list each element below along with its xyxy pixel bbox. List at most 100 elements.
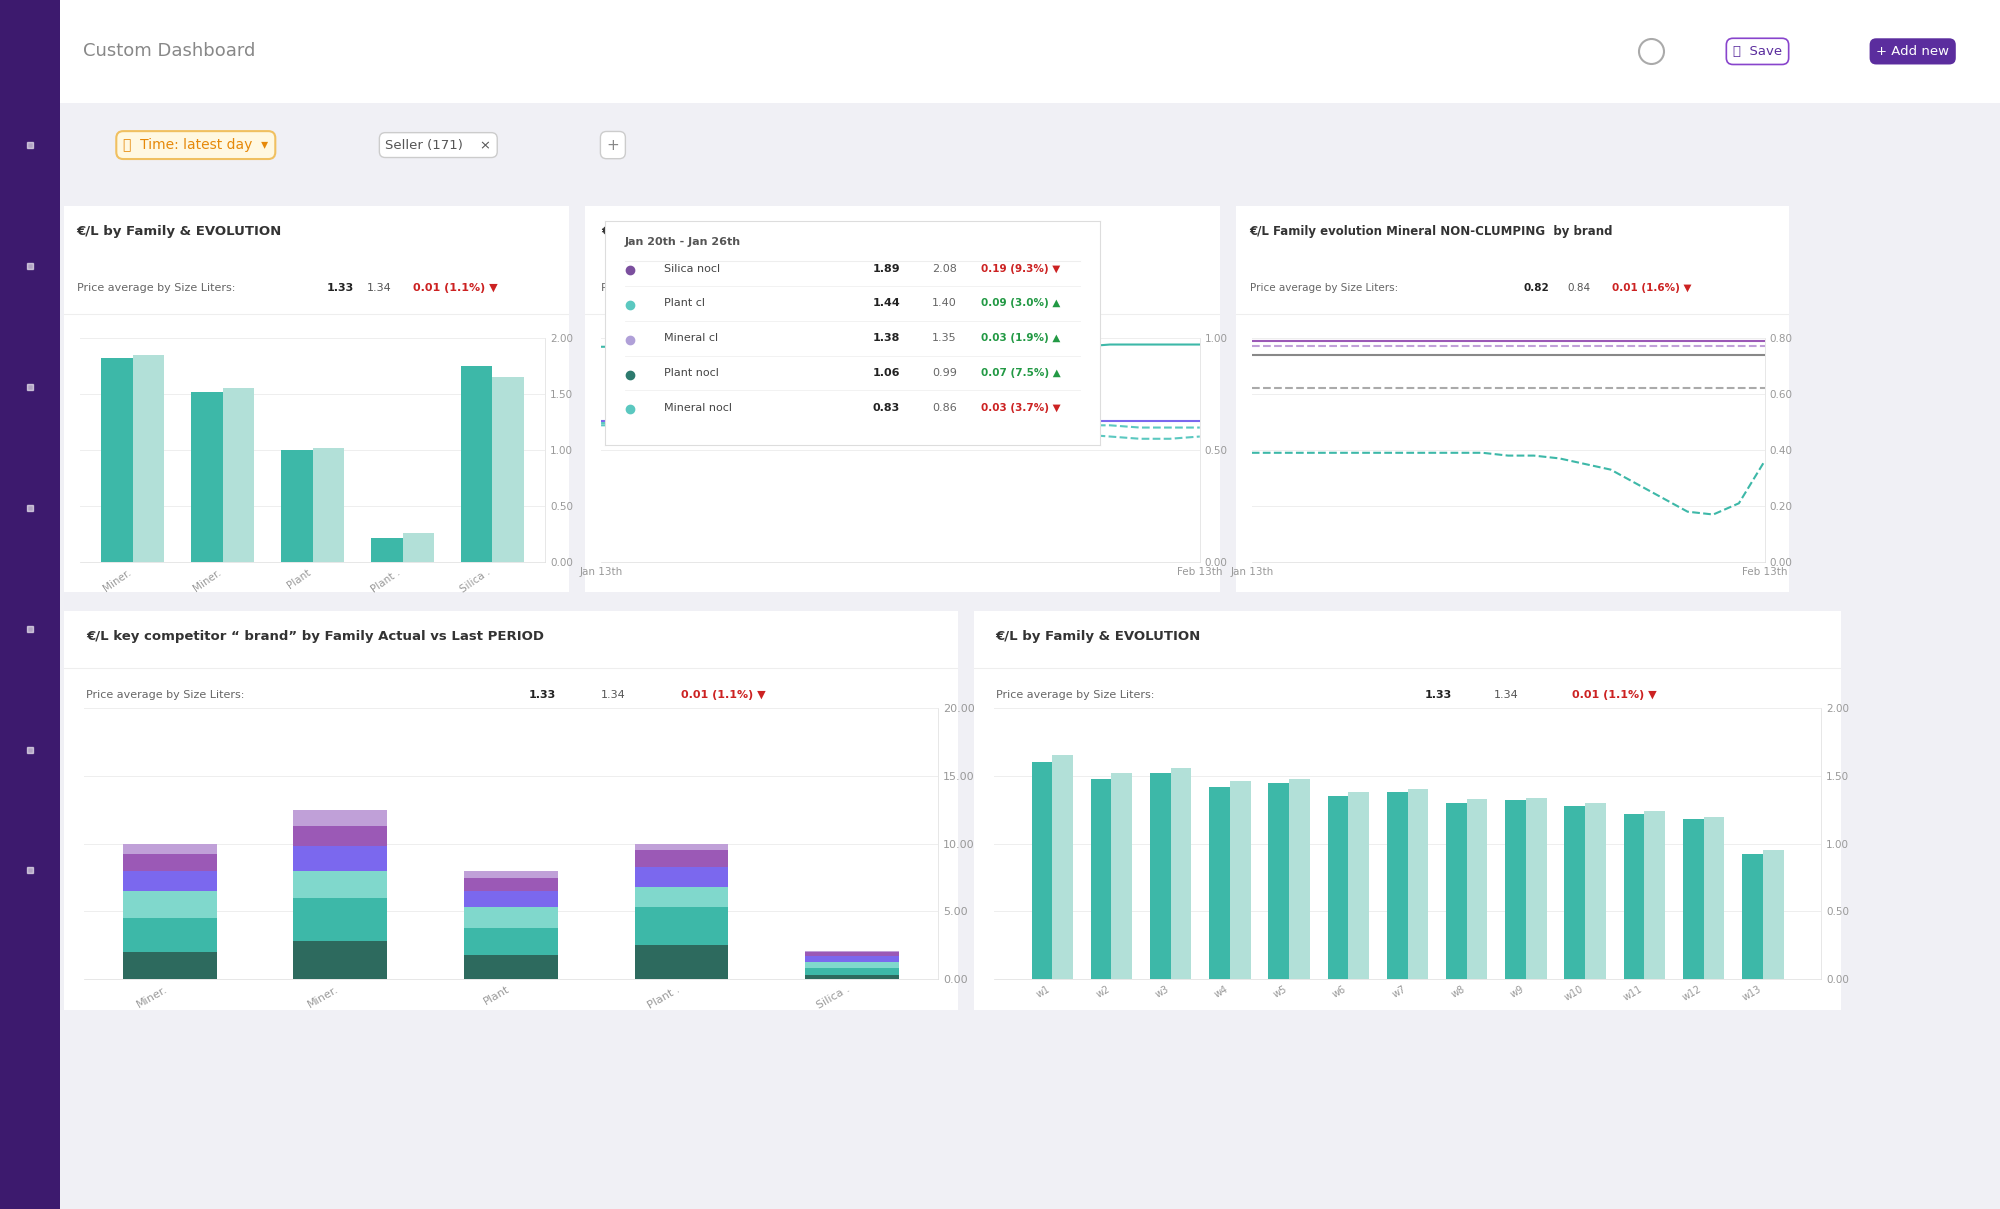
Bar bbox=[1170, 768, 1192, 979]
Text: 0.01 (1.6%) ▼: 0.01 (1.6%) ▼ bbox=[1612, 283, 1692, 293]
Bar bbox=[1762, 850, 1784, 979]
Bar bbox=[634, 887, 728, 908]
Text: Price average by Size Liters:: Price average by Size Liters: bbox=[1250, 283, 1398, 293]
Bar bbox=[1328, 797, 1348, 979]
Bar bbox=[464, 908, 558, 927]
Bar bbox=[294, 810, 388, 826]
Bar bbox=[634, 850, 728, 867]
Bar bbox=[372, 538, 402, 562]
Bar bbox=[1386, 792, 1408, 979]
Bar bbox=[1210, 787, 1230, 979]
Bar bbox=[806, 968, 900, 976]
Text: 0.01 (1.1%) ▼: 0.01 (1.1%) ▼ bbox=[680, 690, 766, 700]
Text: 1.06: 1.06 bbox=[872, 368, 900, 378]
Text: 💾  Save: 💾 Save bbox=[1732, 45, 1782, 58]
Text: 0.03 (3.7%) ▼: 0.03 (3.7%) ▼ bbox=[982, 403, 1060, 412]
Text: Silica nocl: Silica nocl bbox=[664, 264, 720, 273]
Bar bbox=[806, 956, 900, 961]
Text: Mineral nocl: Mineral nocl bbox=[664, 403, 732, 412]
Text: 0.01 (1.1%) ▼: 0.01 (1.1%) ▼ bbox=[1572, 690, 1656, 700]
Text: 1.34: 1.34 bbox=[600, 690, 626, 700]
Bar bbox=[1742, 855, 1762, 979]
Text: 0.82: 0.82 bbox=[1524, 283, 1548, 293]
Bar bbox=[132, 354, 164, 562]
Bar bbox=[192, 392, 222, 562]
Text: Mineral cl: Mineral cl bbox=[664, 334, 718, 343]
Bar bbox=[806, 961, 900, 968]
Text: Custom Dashboard: Custom Dashboard bbox=[84, 42, 256, 60]
Text: 1.40: 1.40 bbox=[932, 299, 956, 308]
Text: 0.09 (3.0%) ▲: 0.09 (3.0%) ▲ bbox=[982, 299, 1060, 308]
Bar bbox=[122, 855, 216, 870]
Bar bbox=[634, 867, 728, 887]
Text: €/L by Family & EVOLUTION: €/L by Family & EVOLUTION bbox=[76, 225, 282, 238]
Text: 1.89: 1.89 bbox=[872, 264, 900, 273]
Bar bbox=[464, 870, 558, 878]
Bar bbox=[634, 908, 728, 945]
Text: 0.86: 0.86 bbox=[932, 403, 956, 412]
Text: Plant cl: Plant cl bbox=[664, 299, 706, 308]
Text: 0.03 (1.9%) ▲: 0.03 (1.9%) ▲ bbox=[982, 334, 1060, 343]
Bar bbox=[122, 953, 216, 979]
Text: 0.84: 0.84 bbox=[1568, 283, 1590, 293]
Text: Price average by Size Liters:: Price average by Size Liters: bbox=[86, 690, 244, 700]
Text: ⏱  Time: latest day  ▾: ⏱ Time: latest day ▾ bbox=[124, 138, 268, 152]
Text: 2.08: 2.08 bbox=[932, 264, 956, 273]
Bar bbox=[1150, 773, 1170, 979]
Text: + Add new: + Add new bbox=[1876, 45, 1950, 58]
Bar bbox=[1704, 816, 1724, 979]
Text: 1.33: 1.33 bbox=[326, 283, 354, 293]
Text: 1.44: 1.44 bbox=[872, 299, 900, 308]
Bar bbox=[1408, 789, 1428, 979]
Bar bbox=[312, 447, 344, 562]
Bar bbox=[460, 366, 492, 562]
Bar bbox=[122, 870, 216, 891]
Bar bbox=[1526, 798, 1546, 979]
Bar bbox=[102, 358, 132, 562]
Text: 0.07 (7.5%) ▲: 0.07 (7.5%) ▲ bbox=[982, 368, 1062, 378]
Text: Price average by Size Liters:: Price average by Size Liters: bbox=[76, 283, 236, 293]
Text: 0.01 (1.1%) ▼: 0.01 (1.1%) ▼ bbox=[412, 283, 498, 293]
Text: Jan 20th - Jan 26th: Jan 20th - Jan 26th bbox=[624, 237, 742, 247]
Bar bbox=[222, 388, 254, 562]
Bar bbox=[1682, 820, 1704, 979]
Bar bbox=[464, 955, 558, 979]
Bar bbox=[122, 844, 216, 855]
Bar bbox=[1624, 814, 1644, 979]
Bar bbox=[634, 945, 728, 979]
Text: +: + bbox=[606, 138, 620, 152]
Bar bbox=[402, 533, 434, 562]
Text: 1.34: 1.34 bbox=[368, 283, 392, 293]
Bar bbox=[1230, 781, 1250, 979]
Bar bbox=[294, 870, 388, 898]
Bar bbox=[294, 826, 388, 846]
Bar bbox=[1644, 811, 1666, 979]
Bar bbox=[464, 878, 558, 891]
Bar bbox=[634, 844, 728, 850]
Text: 1.33: 1.33 bbox=[1424, 690, 1452, 700]
Bar bbox=[464, 927, 558, 955]
Text: €/L by Family & EVOLUTION: €/L by Family & EVOLUTION bbox=[996, 631, 1200, 643]
Text: Plant nocl: Plant nocl bbox=[664, 368, 720, 378]
Bar bbox=[492, 377, 524, 562]
Text: Price aver...: Price aver... bbox=[600, 283, 666, 293]
Text: 1.34: 1.34 bbox=[1494, 690, 1520, 700]
Bar bbox=[1112, 773, 1132, 979]
Text: Price average by Size Liters:: Price average by Size Liters: bbox=[996, 690, 1154, 700]
Bar bbox=[1348, 792, 1370, 979]
Bar bbox=[1506, 800, 1526, 979]
Text: €/L key competitor “ brand” by Family Actual vs Last PERIOD: €/L key competitor “ brand” by Family Ac… bbox=[86, 631, 544, 643]
Bar bbox=[294, 898, 388, 942]
Bar bbox=[806, 950, 900, 953]
Text: 0.83: 0.83 bbox=[872, 403, 900, 412]
Bar bbox=[1090, 779, 1112, 979]
Bar bbox=[1268, 782, 1290, 979]
Bar bbox=[1586, 803, 1606, 979]
Text: 1.38: 1.38 bbox=[872, 334, 900, 343]
Bar bbox=[1052, 756, 1072, 979]
Text: €/L by Fa...: €/L by Fa... bbox=[600, 225, 684, 238]
Bar bbox=[1466, 799, 1488, 979]
Bar bbox=[282, 450, 312, 562]
Bar bbox=[122, 919, 216, 953]
Bar bbox=[122, 891, 216, 919]
